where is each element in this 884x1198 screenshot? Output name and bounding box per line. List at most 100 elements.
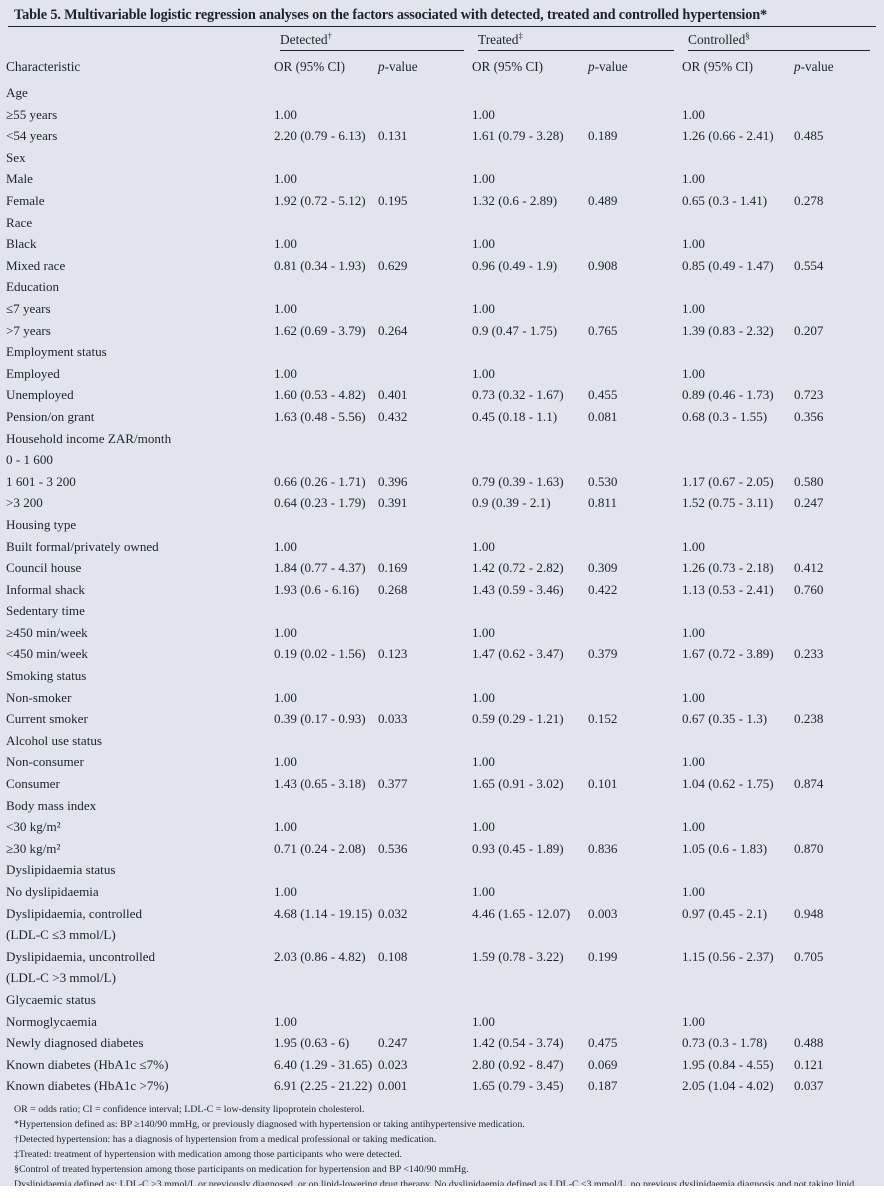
cell-or-treated — [472, 857, 588, 879]
cell-p-controlled — [794, 101, 878, 123]
cell-p-controlled: 0.948 — [794, 905, 824, 921]
cell-or-detected — [274, 986, 378, 1008]
cell-p-controlled: 0.580 — [794, 473, 824, 489]
cell-or-controlled: 1.67 (0.72 - 3.89) — [682, 646, 774, 662]
table-group-row: Sex — [6, 144, 878, 166]
cell-or-controlled — [682, 209, 794, 231]
cell-or-detected: 1.00 — [274, 689, 297, 705]
cell-or-treated: 1.43 (0.59 - 3.46) — [472, 581, 564, 597]
row-label: Female — [6, 193, 45, 208]
cell-or-treated — [472, 598, 588, 620]
cell-or-treated: 1.00 — [472, 538, 495, 554]
row-label: (LDL-C >3 mmol/L) — [6, 970, 116, 986]
cell-p-detected — [378, 360, 472, 382]
cell-or-treated: 1.00 — [472, 624, 495, 640]
table-row: Unemployed 1.60 (0.53 - 4.82) 0.401 0.73 (0… — [6, 382, 878, 404]
cell-p-detected — [378, 965, 472, 987]
row-label: <450 min/week — [6, 646, 88, 662]
cell-or-controlled — [682, 857, 794, 879]
cell-p-controlled: 0.554 — [794, 257, 824, 273]
cell-or-controlled — [682, 598, 794, 620]
cell-or-treated: 1.00 — [472, 819, 495, 835]
table-row: Employed 1.00 1.00 1.00 — [6, 360, 878, 382]
cell-or-detected: 4.68 (1.14 - 19.15) — [274, 905, 373, 921]
cell-or-controlled: 1.00 — [682, 819, 705, 835]
cell-or-detected: 1.00 — [274, 538, 297, 554]
table-row: Black 1.00 1.00 1.00 — [6, 231, 878, 253]
column-group-controlled: Controlled§ — [682, 27, 878, 52]
table-row: ≥30 kg/m² 0.71 (0.24 - 2.08) 0.536 0.93 (0.… — [6, 835, 878, 857]
row-label: Newly diagnosed diabetes — [6, 1035, 144, 1051]
table-head: Detected† Treated‡ Controlled§ Character… — [6, 27, 878, 79]
cell-p-treated — [588, 857, 682, 879]
cell-or-controlled — [682, 727, 794, 749]
row-label: No dyslipidaemia — [6, 884, 99, 899]
cell-or-treated: 1.00 — [472, 365, 495, 381]
cell-p-treated: 0.101 — [588, 776, 618, 792]
cell-p-treated — [588, 684, 682, 706]
cell-or-detected: 1.00 — [274, 819, 297, 835]
cell-p-controlled: 0.037 — [794, 1078, 824, 1094]
cell-or-detected — [274, 144, 378, 166]
cell-or-treated: 1.00 — [472, 754, 495, 770]
cell-p-treated — [588, 425, 682, 447]
cell-p-detected — [378, 511, 472, 533]
cell-or-detected — [274, 598, 378, 620]
table-row: Newly diagnosed diabetes 1.95 (0.63 - 6) 0… — [6, 1030, 878, 1052]
cell-or-controlled — [682, 79, 794, 101]
cell-p-controlled — [794, 792, 878, 814]
table-row: <450 min/week 0.19 (0.02 - 1.56) 0.123 1.47… — [6, 641, 878, 663]
cell-or-detected — [274, 792, 378, 814]
row-label: Non-consumer — [6, 754, 84, 770]
cell-or-detected: 6.40 (1.29 - 31.65) — [274, 1056, 373, 1072]
cell-p-detected — [378, 166, 472, 188]
cell-p-controlled: 0.247 — [794, 495, 824, 511]
table-row: <30 kg/m² 1.00 1.00 1.00 — [6, 814, 878, 836]
table-group-row: Smoking status — [6, 662, 878, 684]
cell-p-treated: 0.422 — [588, 581, 618, 597]
row-label: Male — [6, 171, 33, 187]
row-label: Known diabetes (HbA1c >7%) — [6, 1078, 169, 1094]
row-label: Consumer — [6, 776, 60, 792]
cell-p-detected — [378, 749, 472, 771]
table-group-row: Glycaemic status — [6, 986, 878, 1008]
cell-p-controlled — [794, 662, 878, 684]
row-group-label: Sex — [6, 149, 26, 165]
table-row: Consumer 1.43 (0.65 - 3.18) 0.377 1.65 (0.9… — [6, 770, 878, 792]
cell-p-controlled: 0.488 — [794, 1035, 824, 1051]
table-title: Table 5. Multivariable logistic regressi… — [14, 7, 768, 23]
cell-or-controlled: 2.05 (1.04 - 4.02) — [682, 1078, 774, 1094]
cell-p-treated — [588, 749, 682, 771]
cell-p-treated — [588, 447, 682, 469]
cell-or-detected: 1.00 — [274, 300, 297, 316]
cell-or-treated — [472, 79, 588, 101]
cell-or-detected: 1.00 — [274, 624, 297, 640]
cell-p-treated — [588, 144, 682, 166]
cell-or-detected — [274, 274, 378, 296]
group-treated-label: Treated — [478, 32, 519, 48]
cell-or-treated: 0.59 (0.29 - 1.21) — [472, 711, 564, 727]
row-label: Housing type — [6, 516, 77, 532]
cell-or-detected: 1.60 (0.53 - 4.82) — [274, 387, 366, 403]
cell-p-treated: 0.530 — [588, 473, 618, 489]
cell-or-detected: 1.43 (0.65 - 3.18) — [274, 776, 366, 792]
table-row: Non-smoker 1.00 1.00 1.00 — [6, 684, 878, 706]
column-header-p-controlled: p-value — [794, 59, 834, 75]
cell-p-controlled: 0.233 — [794, 646, 824, 662]
table-body: Age ≥55 years 1.00 1.00 1.00 <54 years 2.20 (0… — [6, 79, 878, 1094]
cell-or-controlled — [682, 965, 794, 987]
table-row: Known diabetes (HbA1c >7%) 6.91 (2.25 - 2… — [6, 1073, 878, 1095]
cell-p-detected: 0.108 — [378, 948, 408, 964]
cell-p-treated — [588, 209, 682, 231]
cell-p-detected — [378, 857, 472, 879]
row-group-label: Glycaemic status — [6, 991, 96, 1007]
cell-p-detected — [378, 231, 472, 253]
cell-or-treated: 1.42 (0.72 - 2.82) — [472, 560, 564, 576]
cell-or-treated: 4.46 (1.65 - 12.07) — [472, 905, 571, 921]
cell-p-detected — [378, 922, 472, 944]
footnote: *Hypertension defined as: BP ≥140/90 mmH… — [14, 1119, 525, 1131]
cell-p-treated: 0.003 — [588, 905, 618, 921]
row-group-label: Dyslipidaemia status — [6, 862, 116, 878]
cell-p-treated: 0.152 — [588, 711, 618, 727]
cell-p-treated — [588, 79, 682, 101]
